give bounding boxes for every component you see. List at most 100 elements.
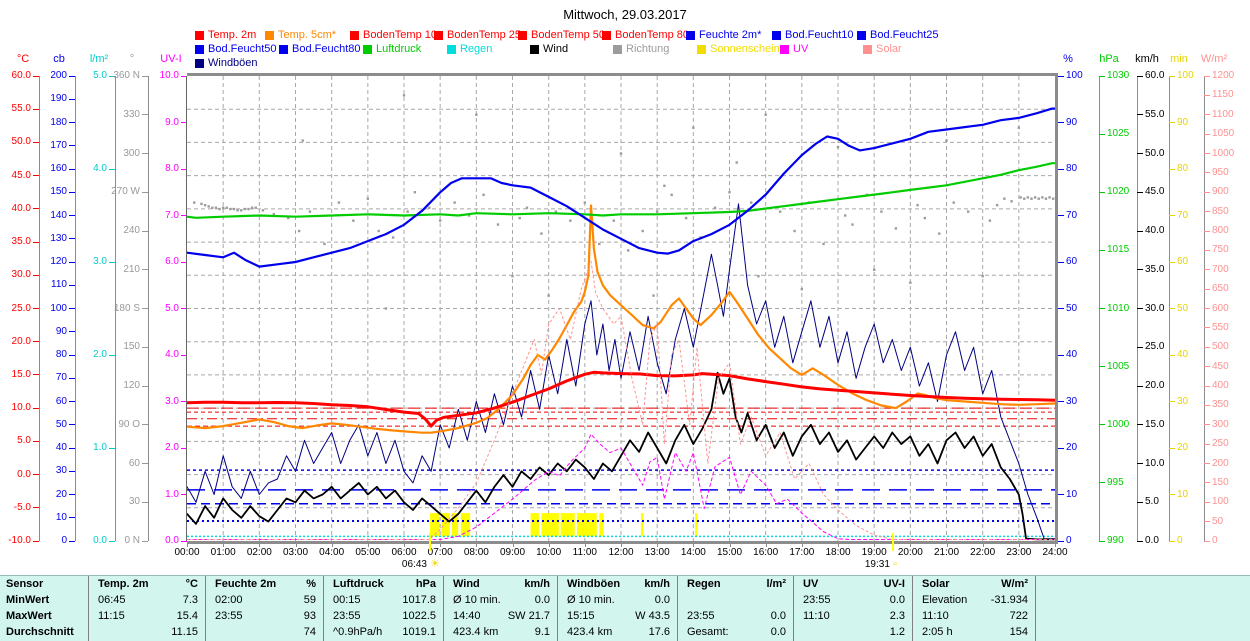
table-col-wind: Wind km/h Ø 10 min. 0.0 14:40 SW 21.7 423.4 km…: [443, 576, 557, 641]
bodentemp-50-swatch-icon: [518, 31, 527, 40]
axis-l-m-tick: [109, 540, 115, 542]
axis-km-h-label: 60.0: [1145, 70, 1165, 81]
axis-w-m-tick: [1204, 327, 1210, 329]
bod-feucht80-swatch-icon: [279, 45, 288, 54]
table-cell-min: Elevation -31.934: [913, 593, 1035, 609]
axis-c-tick: [33, 208, 39, 210]
max-value: 0.0: [770, 610, 786, 622]
axis-hpa-tick: [1099, 75, 1105, 77]
axis-w-m-label: 1050: [1212, 128, 1235, 140]
axis-l-m-rail: [115, 76, 116, 541]
axis-km-h-tick: [1137, 501, 1143, 503]
axis-uv-i-tick: [181, 494, 187, 495]
axis-km-h-tick: [1137, 463, 1143, 464]
table-cell-avg: 423.4 km 9.1: [444, 625, 557, 641]
axis--label: 70: [1066, 209, 1078, 221]
sensor-name: Temp. 2m: [98, 578, 149, 590]
axis-hpa-tick: [1099, 133, 1105, 135]
axis--label: 60: [128, 457, 140, 469]
table-col-temp-2m: Temp. 2m °C 06:45 7.3 11:15 15.4 11.15: [88, 576, 205, 641]
bodentemp-10-swatch-icon: [350, 31, 359, 40]
legend-item-bod-feucht10: Bod.Feucht10: [772, 30, 854, 41]
legend-label: Bod.Feucht10: [785, 29, 854, 41]
table-col-luftdruck: Luftdruck hPa 00:15 1017.8 23:55 1022.5 ^0.9hP…: [323, 576, 443, 641]
axis-cb-tick: [69, 377, 75, 379]
axis-w-m-label: 750: [1212, 244, 1229, 256]
axis-uv-i-label: 2.0: [165, 442, 179, 453]
axis-cb-label: 90: [55, 325, 67, 337]
axis-w-m-label: 550: [1212, 321, 1229, 333]
axis-km-h-tick: [1137, 424, 1143, 426]
axis-km-h-unit: km/h: [1135, 53, 1159, 65]
axis-uv-i-unit: UV-I: [160, 53, 182, 65]
axis-km-h-tick: [1137, 540, 1143, 542]
x-hour-tick: [910, 544, 912, 547]
min-time: 23:55: [803, 594, 831, 606]
axis-w-m-tick: [1204, 288, 1210, 290]
axis--tick: [1058, 494, 1064, 495]
axis-w-m-label: 1100: [1212, 108, 1234, 120]
gridlines: [187, 76, 1055, 541]
legend-label: Luftdruck: [376, 43, 422, 55]
axis-uv-i-label: 4.0: [165, 349, 179, 360]
axis-uv-i-label: 5.0: [165, 302, 179, 314]
avg-value: 9.1: [534, 626, 550, 638]
sunset-label: 19:31 ▫: [865, 559, 897, 571]
axis-c-tick: [33, 374, 39, 376]
axis-min-label: 60: [1177, 256, 1189, 267]
axis-hpa-label: 990: [1107, 535, 1124, 546]
axis-l-m-label: 1.0: [93, 442, 107, 453]
axis-w-m-label: 400: [1212, 380, 1229, 391]
sensor-unit: °C: [185, 578, 198, 590]
series-wind: [187, 371, 1055, 541]
axis--unit: %: [1063, 53, 1073, 65]
table-cell-max: 11:15 15.4: [89, 609, 205, 625]
sunrise-time: 06:43: [401, 559, 427, 570]
x-time-label: 11:00: [572, 547, 597, 558]
table-cell-min: 23:55 0.0: [794, 593, 912, 609]
axis-cb-label: 110: [51, 279, 67, 291]
series-luftdruck: [187, 162, 1055, 219]
x-time-label: 01:00: [210, 547, 236, 558]
x-hour-tick: [187, 544, 188, 547]
axis-cb-tick: [69, 122, 75, 123]
sun-sunset-tick: [891, 533, 894, 551]
axis-min-label: 30: [1177, 395, 1189, 407]
axis-cb-tick: [69, 470, 75, 472]
sensor-unit: W/m²: [1001, 578, 1028, 590]
axis--rail: [148, 76, 149, 541]
legend-item-luftdruck: Luftdruck: [363, 44, 421, 55]
axis-uv-i-tick: [181, 168, 187, 170]
x-hour-tick: [838, 544, 839, 547]
series-solar: [187, 260, 1055, 540]
legend-item-windb-en: Windböen: [195, 58, 258, 69]
axis-min-tick: [1169, 75, 1175, 77]
axis--tick: [1058, 75, 1064, 77]
axis--unit: °: [129, 53, 135, 65]
axis-w-m-label: 900: [1212, 186, 1229, 198]
axis-w-m-label: 1000: [1212, 147, 1235, 159]
axis-uv-i-tick: [181, 308, 187, 309]
axis-hpa-tick: [1099, 249, 1105, 251]
axis--label: 10: [1066, 488, 1078, 500]
axis-km-h-tick: [1137, 114, 1143, 116]
axis--label: 80: [1066, 163, 1078, 174]
max-value: 1022.5: [402, 610, 436, 622]
table-row-label: Sensor: [6, 578, 44, 590]
axis-uv-i-tick: [181, 75, 187, 77]
table-cell-avg: Gesamt: 0.0: [678, 625, 793, 641]
axis-c-label: 0.0: [17, 468, 31, 480]
sun-sunrise-tick: [428, 533, 431, 551]
axis-cb-label: 40: [55, 442, 67, 453]
x-time-label: 10:00: [536, 547, 562, 558]
sensor-name: Luftdruck: [333, 578, 384, 590]
x-time-label: 14:00: [680, 547, 706, 558]
legend-item-wind: Wind: [530, 44, 568, 55]
table-cell-max: 11:10 722: [913, 609, 1035, 625]
axis-cb-tick: [69, 98, 75, 100]
table-cell-max: 11:10 2.3: [794, 609, 912, 625]
table-col-header: UV UV-I: [794, 577, 912, 593]
x-hour-tick: [223, 544, 225, 547]
